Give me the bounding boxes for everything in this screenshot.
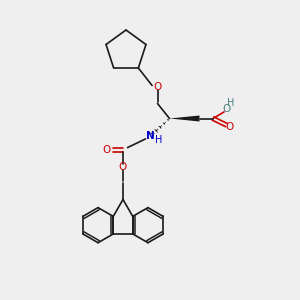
Polygon shape [154,128,159,133]
Polygon shape [169,116,200,122]
Text: N: N [146,131,155,141]
Polygon shape [167,118,170,121]
Text: O: O [119,161,127,172]
Text: H: H [155,135,163,145]
Text: O: O [153,82,162,92]
Polygon shape [158,125,162,129]
Text: O: O [102,145,111,155]
Text: O: O [222,104,231,115]
Text: O: O [225,122,234,133]
Text: H: H [227,98,235,109]
Polygon shape [163,122,166,125]
Polygon shape [150,132,155,137]
